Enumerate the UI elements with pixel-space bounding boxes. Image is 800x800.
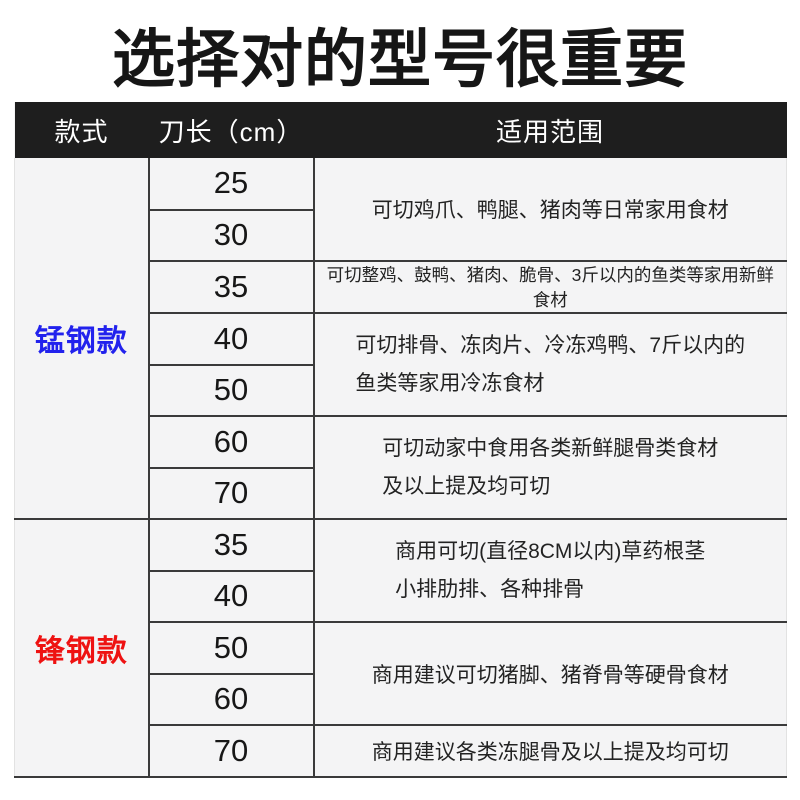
- table-row: 35 可切整鸡、鼓鸭、猪肉、脆骨、3斤以内的鱼类等家用新鲜食材: [15, 261, 787, 314]
- table-row: 60 可切动家中食用各类新鲜腿骨类食材 及以上提及均可切: [15, 416, 787, 520]
- blade-length-cell: 35: [147, 261, 315, 314]
- spec-table: 款式 刀长（cm） 适用范围 锰钢款 25 可切鸡爪、鸭腿、猪肉等日常家用食材 30 3…: [14, 102, 787, 778]
- blade-length-cell: 70: [147, 467, 315, 520]
- usage-text: 商用建议可切猪脚、猪脊骨等硬骨食材: [371, 663, 729, 687]
- blade-length-cell: 70: [147, 725, 315, 778]
- header-row: 款式 刀长（cm） 适用范围: [14, 102, 787, 158]
- table-header: 款式 刀长（cm） 适用范围: [14, 102, 787, 158]
- usage-cell: 可切鸡爪、鸭腿、猪肉等日常家用食材: [313, 158, 787, 262]
- col-header-style: 款式: [14, 102, 149, 158]
- table-row: 60: [15, 673, 787, 726]
- table-row: 40 可切排骨、冻肉片、冷冻鸡鸭、7斤以内的 鱼类等家用冷冻食材: [15, 313, 787, 417]
- blade-length-cell: 40: [147, 313, 315, 366]
- usage-cell: 可切整鸡、鼓鸭、猪肉、脆骨、3斤以内的鱼类等家用新鲜食材: [313, 261, 787, 314]
- blade-length-cell: 60: [147, 416, 315, 469]
- blade-length-cell: 50: [147, 622, 315, 675]
- usage-text: 可切动家中食用各类新鲜腿骨类食材 及以上提及均可切: [382, 436, 719, 498]
- usage-text: 可切整鸡、鼓鸭、猪肉、脆骨、3斤以内的鱼类等家用新鲜食材: [326, 265, 774, 310]
- table-row: 30: [15, 209, 787, 262]
- usage-text: 可切鸡爪、鸭腿、猪肉等日常家用食材: [371, 199, 729, 222]
- usage-text: 商用建议各类冻腿骨及以上提及均可切: [371, 740, 729, 764]
- blade-length-cell: 35: [147, 519, 315, 572]
- table-row: 锋钢款 35 商用可切(直径8CM以内)草药根茎 小排肋排、各种排骨: [14, 519, 787, 778]
- usage-cell: 可切动家中食用各类新鲜腿骨类食材 及以上提及均可切: [313, 416, 787, 520]
- usage-cell: 商用建议各类冻腿骨及以上提及均可切: [313, 725, 787, 778]
- blade-length-cell: 30: [147, 209, 315, 262]
- table-body: 锰钢款 25 可切鸡爪、鸭腿、猪肉等日常家用食材 30 35 可切整鸡、鼓鸭、猪肉、脆骨、…: [14, 158, 787, 778]
- spec-table-wrap: 款式 刀长（cm） 适用范围 锰钢款 25 可切鸡爪、鸭腿、猪肉等日常家用食材 30 3…: [14, 102, 787, 778]
- usage-cell: 商用建议可切猪脚、猪脊骨等硬骨食材: [313, 622, 787, 726]
- table-row: 70: [15, 467, 787, 520]
- col-header-usage: 适用范围: [313, 102, 787, 158]
- blade-length-cell: 25: [147, 158, 315, 211]
- table-row: 70 商用建议各类冻腿骨及以上提及均可切: [15, 725, 787, 778]
- usage-cell: 可切排骨、冻肉片、冷冻鸡鸭、7斤以内的 鱼类等家用冷冻食材: [313, 313, 787, 417]
- table-row: 40: [15, 570, 787, 623]
- blade-length-cell: 50: [147, 364, 315, 417]
- usage-text: 可切排骨、冻肉片、冷冻鸡鸭、7斤以内的 鱼类等家用冷冻食材: [355, 333, 746, 395]
- page-title: 选择对的型号很重要: [112, 25, 688, 95]
- table-row: 锰钢款 25 可切鸡爪、鸭腿、猪肉等日常家用食材: [14, 158, 787, 520]
- blade-length-cell: 60: [147, 673, 315, 726]
- table-row: 50: [15, 364, 787, 417]
- usage-cell: 商用可切(直径8CM以内)草药根茎 小排肋排、各种排骨: [313, 519, 787, 623]
- col-header-length: 刀长（cm）: [148, 102, 314, 158]
- table-row: 50 商用建议可切猪脚、猪脊骨等硬骨食材: [15, 622, 787, 726]
- blade-length-cell: 40: [147, 570, 315, 623]
- usage-text: 商用可切(直径8CM以内)草药根茎 小排肋排、各种排骨: [395, 539, 706, 601]
- style-name-manganese-steel: 锰钢款: [14, 158, 149, 520]
- style-name-sharp-steel: 锋钢款: [14, 519, 149, 778]
